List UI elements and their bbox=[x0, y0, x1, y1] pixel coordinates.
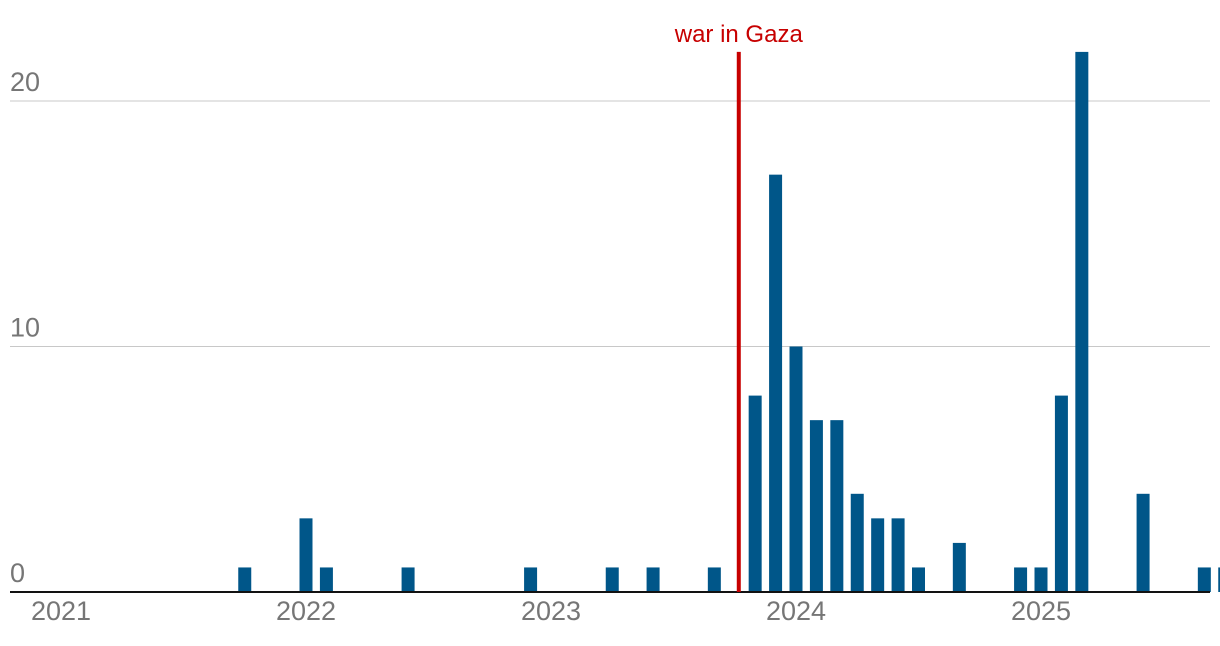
bar bbox=[1034, 567, 1048, 592]
bar bbox=[830, 420, 844, 592]
y-tick-label: 0 bbox=[10, 558, 25, 588]
x-axis-tick-labels: 2021 2022 2023 2024 2025 bbox=[31, 596, 1071, 626]
bar bbox=[952, 542, 966, 592]
x-tick-label: 2024 bbox=[766, 596, 826, 626]
bar bbox=[401, 567, 415, 592]
bar bbox=[809, 420, 823, 592]
x-tick-label: 2021 bbox=[31, 596, 91, 626]
x-tick-label: 2022 bbox=[276, 596, 336, 626]
bar bbox=[524, 567, 538, 592]
y-axis-tick-labels: 0 10 20 bbox=[10, 67, 40, 588]
bar bbox=[299, 518, 313, 592]
bar bbox=[1014, 567, 1028, 592]
bar bbox=[1197, 567, 1211, 592]
bar bbox=[789, 346, 803, 592]
y-tick-label: 10 bbox=[10, 313, 40, 343]
annotations: war in Gaza bbox=[674, 21, 804, 592]
bar bbox=[707, 567, 721, 592]
bar bbox=[748, 395, 762, 592]
bar bbox=[850, 493, 864, 592]
bar bbox=[769, 174, 783, 592]
bar bbox=[891, 518, 905, 592]
bar bbox=[1054, 395, 1068, 592]
y-tick-label: 20 bbox=[10, 67, 40, 97]
bar bbox=[1136, 493, 1150, 592]
x-tick-label: 2025 bbox=[1011, 596, 1071, 626]
annotation-label: war in Gaza bbox=[674, 21, 804, 48]
bar bbox=[871, 518, 885, 592]
bars bbox=[238, 51, 1220, 592]
bar bbox=[319, 567, 333, 592]
bar bbox=[912, 567, 925, 592]
bar bbox=[1075, 51, 1089, 592]
gridlines bbox=[10, 100, 1210, 347]
x-tick-label: 2023 bbox=[521, 596, 581, 626]
bar bbox=[238, 567, 252, 592]
bar bbox=[646, 567, 660, 592]
bar bbox=[1218, 567, 1220, 592]
bar bbox=[605, 567, 619, 592]
